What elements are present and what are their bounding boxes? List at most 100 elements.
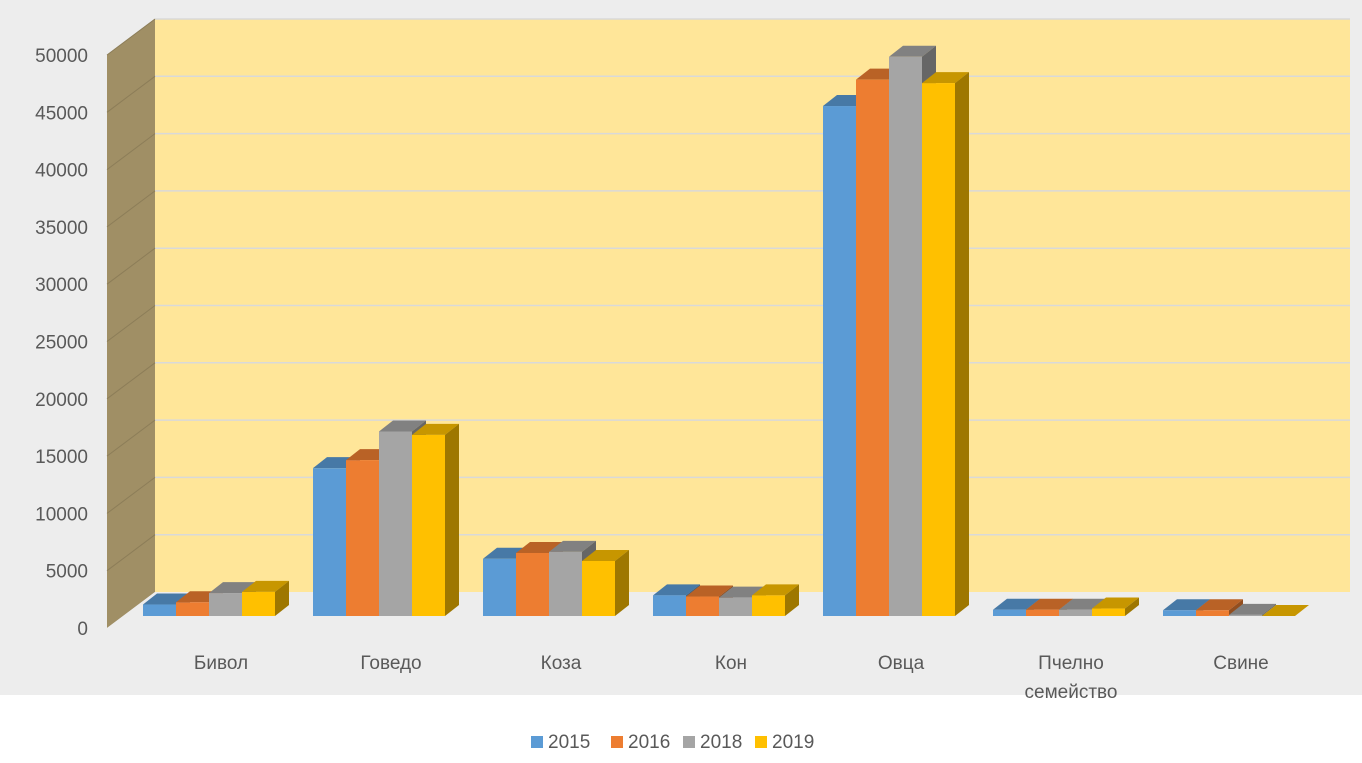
- legend-swatch: [683, 736, 695, 748]
- legend-swatch: [611, 736, 623, 748]
- bar-front-face: [176, 602, 209, 616]
- bar: [1262, 605, 1309, 616]
- gridline-side: [106, 419, 156, 457]
- x-category-label: Пчелно: [1038, 653, 1104, 674]
- gridline-side: [106, 133, 156, 171]
- bar-front-face: [1229, 614, 1262, 616]
- legend-label: 2018: [700, 732, 742, 753]
- bar-top-face: [549, 540, 596, 552]
- bar-front-face: [1026, 609, 1059, 616]
- bar-top-face: [379, 420, 426, 432]
- x-category-label: Кон: [715, 653, 747, 674]
- legend-label: 2016: [628, 732, 670, 753]
- bar-side-face: [445, 423, 459, 616]
- bar: [1092, 597, 1139, 616]
- y-axis: 0 5000 10000 15000 20000 25000 30000 35000 40000…: [35, 46, 88, 640]
- gridline-side: [106, 190, 156, 228]
- bar-front-face: [653, 595, 686, 616]
- gridline-side: [106, 247, 156, 285]
- bar-top-face: [922, 72, 969, 84]
- bar-top-face: [242, 580, 289, 592]
- bar-front-face: [379, 431, 412, 616]
- bar-top-face: [686, 585, 733, 597]
- bar: [686, 585, 733, 616]
- legend-item: 2015: [531, 732, 590, 753]
- bar-side-face: [785, 584, 799, 616]
- x-category-label: семейство: [1025, 682, 1118, 703]
- bar-top-face: [653, 584, 700, 596]
- bar-front-face: [889, 56, 922, 616]
- bar-top-face: [752, 584, 799, 596]
- bar-front-face: [1196, 610, 1229, 616]
- legend-item: 2018: [683, 732, 742, 753]
- bar-front-face: [483, 558, 516, 616]
- bar-top-face: [889, 45, 936, 57]
- gridline-side: [106, 362, 156, 400]
- y-tick-label: 10000: [35, 504, 88, 525]
- bar-top-face: [1229, 603, 1276, 615]
- bar-front-face: [549, 551, 582, 616]
- bars: [143, 45, 1309, 617]
- bar-front-face: [209, 593, 242, 616]
- y-tick-label: 50000: [35, 46, 88, 67]
- bar-front-face: [752, 595, 785, 616]
- bar-top-face: [1163, 599, 1210, 611]
- gridline-side: [106, 75, 156, 113]
- legend-item: 2016: [611, 732, 670, 753]
- bar-top-face: [1262, 605, 1309, 616]
- x-category-label: Говедо: [360, 653, 421, 674]
- y-tick-label: 35000: [35, 218, 88, 239]
- bar-front-face: [143, 604, 176, 616]
- bar-front-face: [1092, 608, 1125, 616]
- bar: [752, 584, 799, 616]
- x-category-label: Свине: [1213, 653, 1269, 674]
- bar: [412, 423, 459, 616]
- bar-top-face: [1196, 599, 1243, 611]
- bar-side-face: [955, 72, 969, 617]
- gridline-side: [106, 305, 156, 342]
- legend-item: 2019: [755, 732, 814, 753]
- bar: [242, 580, 289, 616]
- bar-front-face: [346, 460, 379, 616]
- legend-swatch: [755, 736, 767, 748]
- bar: [922, 72, 969, 617]
- bar-front-face: [823, 106, 856, 616]
- bar-front-face: [1163, 610, 1196, 616]
- bar-front-face: [1059, 609, 1092, 616]
- bar-front-face: [993, 609, 1026, 616]
- y-tick-label: 20000: [35, 390, 88, 411]
- y-tick-label: 40000: [35, 161, 88, 182]
- x-category-label: Бивол: [194, 653, 248, 674]
- gridline-side: [106, 18, 156, 56]
- x-category-label: Овца: [878, 653, 925, 674]
- bar-side-face: [615, 549, 629, 616]
- bar: [582, 549, 629, 616]
- x-axis: Бивол Говедо Коза Кон Овца Пчелно семейство Сви…: [194, 653, 1269, 703]
- bar-top-face: [1026, 598, 1073, 610]
- bar-side-face: [275, 580, 289, 616]
- y-tick-label: 15000: [35, 447, 88, 468]
- x-category-label: Коза: [541, 653, 582, 674]
- bar: [1229, 603, 1276, 616]
- gridline-side: [106, 476, 156, 514]
- bar-front-face: [242, 591, 275, 616]
- legend-label: 2015: [548, 732, 590, 753]
- bar: [1196, 599, 1243, 616]
- bar-top-face: [1092, 597, 1139, 609]
- gridline-side: [106, 534, 156, 572]
- bar-top-face: [582, 549, 629, 561]
- y-tick-label: 45000: [35, 103, 88, 124]
- y-tick-label: 0: [77, 619, 88, 640]
- bar: [483, 547, 530, 616]
- bar-top-face: [993, 598, 1040, 610]
- bar-side-face: [1262, 603, 1276, 616]
- bar-side-face: [1125, 597, 1139, 616]
- bar-front-face: [313, 468, 346, 616]
- bar-front-face: [412, 434, 445, 616]
- gridlines: [106, 18, 1350, 572]
- bar-front-face: [516, 552, 549, 616]
- bar-side-face: [1229, 599, 1243, 616]
- bar-top-face: [412, 423, 459, 435]
